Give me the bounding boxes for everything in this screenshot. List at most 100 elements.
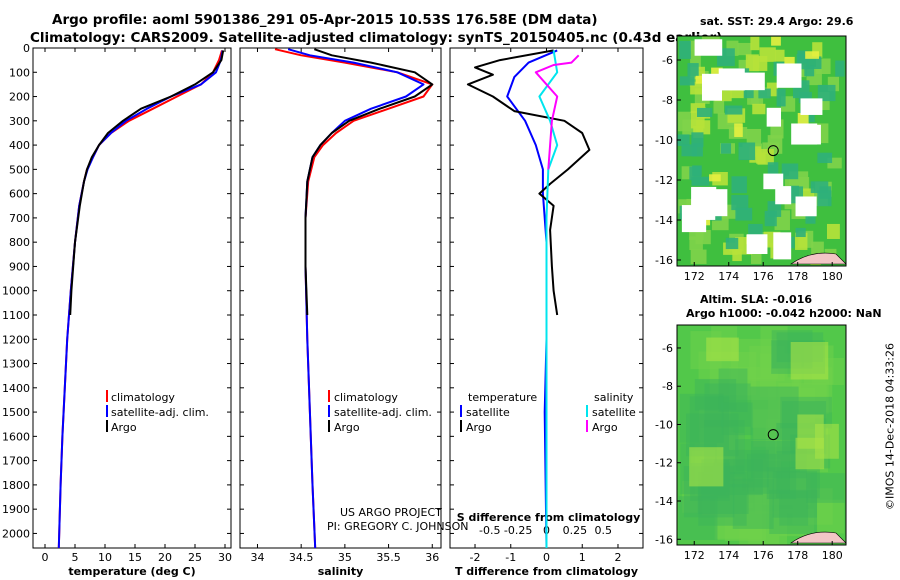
map-cell (690, 249, 707, 264)
series-line-argo (304, 48, 434, 316)
map-cell (690, 50, 701, 70)
map-cell (753, 56, 768, 71)
map-cell (697, 483, 749, 514)
x-tick-label: 25 (188, 551, 202, 564)
chart-panel-2: 34 34.5 35 35.5 36 salinity (239, 47, 442, 578)
map-cell (730, 86, 745, 99)
map-cell (691, 176, 710, 186)
map-cell (718, 68, 745, 91)
map-cell (714, 491, 767, 540)
credit-line1: US ARGO PROJECT (340, 506, 442, 519)
map-cell (816, 499, 845, 534)
map-cell (721, 402, 753, 436)
header-line1: Argo profile: aoml 5901386_291 05-Apr-20… (52, 12, 598, 28)
map-cell (748, 223, 763, 237)
map-cell (743, 84, 754, 99)
map-frame (676, 324, 847, 546)
chart-panel-3: -2 -1 0 1 2T difference from climatology -0.5… (449, 47, 644, 578)
imos-stamp: ©IMOS 14-Dec-2018 04:33:26 (883, 343, 897, 510)
map-x-tick-label: 176 (753, 549, 774, 562)
map-y-tick-label: -10 (655, 134, 673, 147)
map-cell (696, 107, 713, 117)
map-cell (694, 378, 737, 411)
map-cell (826, 223, 840, 239)
y-tick-label: 1400 (2, 382, 30, 395)
sst-map-title: sat. SST: 29.4 Argo: 29.6 (700, 15, 854, 28)
map-cell (689, 396, 730, 451)
map-cell (694, 39, 723, 56)
legend-sal-climatology: climatology (334, 391, 398, 404)
sla-map-title2: Argo h1000: -0.042 h2000: NaN (686, 307, 882, 320)
map-cell (735, 439, 776, 472)
x-tick-label: 1 (579, 551, 586, 564)
map-cell (749, 146, 762, 163)
plot-frame (239, 47, 442, 549)
x2-axis-label: S difference from climatology (457, 511, 641, 524)
legend-temperature: climatology satellite-adj. clim. Argo (106, 390, 209, 434)
legend-sal-satellite: satellite-adj. clim. (334, 406, 432, 419)
map-cell (709, 174, 721, 182)
map-cell (724, 105, 743, 115)
legend-diff-salinity-header: salinity (594, 391, 634, 404)
legend-temp-argo: Argo (111, 421, 137, 434)
y-tick-label: 800 (9, 236, 30, 249)
map-cell (735, 207, 753, 221)
legend-diff-t-argo: Argo (466, 421, 492, 434)
x-axis-label: temperature (deg C) (68, 565, 195, 578)
map-cell (699, 409, 731, 442)
map-x-tick-label: 180 (822, 270, 843, 283)
map-cell (750, 250, 762, 264)
map-cell (681, 205, 707, 233)
legend-diff-s-satellite: satellite (592, 406, 636, 419)
sla-map: 172 174 176 178 180 -6 -8 -10 -12 -14 -16 (655, 324, 847, 562)
y-tick-label: 0 (23, 42, 30, 55)
map-cell (742, 72, 765, 91)
map-x-tick-label: 172 (684, 270, 705, 283)
y-tick-label: 900 (9, 260, 30, 273)
map-cell (800, 98, 823, 115)
profile-location-marker (767, 145, 779, 157)
map-y-tick-label: -6 (662, 342, 673, 355)
map-cell (677, 134, 690, 146)
map-cell (797, 112, 809, 124)
land-shape (790, 252, 847, 265)
map-cell (704, 383, 751, 427)
map-cell (812, 42, 823, 58)
x2-tick-label: -0.5 (479, 524, 500, 537)
map-cell (750, 386, 799, 440)
map-cell (752, 103, 766, 115)
x-tick-label: -1 (505, 551, 516, 564)
map-cell (747, 453, 790, 494)
map-cell (817, 84, 836, 102)
map-cell (734, 123, 743, 137)
map-cell (766, 82, 779, 97)
series-line-t-argo (466, 49, 591, 316)
map-cell (806, 473, 845, 503)
map-cell (679, 40, 691, 59)
y-tick-label: 1000 (2, 285, 30, 298)
x-tick-label: 0 (42, 551, 49, 564)
chart-panel-1: 0100200300400500600700800900100011001200… (2, 42, 232, 578)
sst-map: 172 174 176 178 180 -6 -8 -10 -12 -14 -16 (655, 35, 847, 283)
map-cell (766, 107, 782, 127)
map-cell (713, 100, 725, 114)
legend-diff-t-satellite: satellite (466, 406, 510, 419)
map-cell (732, 478, 774, 529)
map-cell (687, 63, 699, 77)
map-cell (784, 56, 795, 68)
map-cell (817, 190, 832, 207)
map-y-tick-label: -16 (655, 254, 673, 267)
map-y-tick-label: -12 (655, 457, 673, 470)
y-tick-label: 2000 (2, 527, 30, 540)
map-y-tick-label: -6 (662, 54, 673, 67)
map-cell (767, 162, 779, 179)
map-cell (795, 437, 825, 470)
map-cell (678, 496, 718, 541)
map-cell (793, 124, 821, 145)
x-tick-label: 20 (158, 551, 172, 564)
map-frame (676, 35, 847, 267)
y-tick-label: 500 (9, 163, 30, 176)
x-tick-label: 36 (425, 551, 439, 564)
legend-difference: temperature salinity satellite Argo sate… (460, 391, 636, 434)
map-cell (776, 63, 802, 88)
